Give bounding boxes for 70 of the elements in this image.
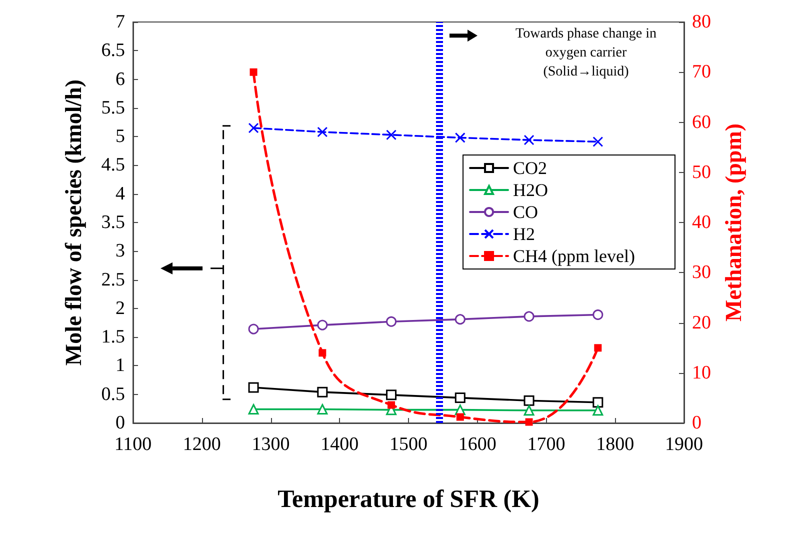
x-tick-label: 1700 — [527, 434, 566, 455]
x-tick-label: 1400 — [320, 434, 359, 455]
x-axis-title: Temperature of SFR (K) — [278, 486, 540, 513]
y-tick-label: 4.5 — [101, 154, 125, 176]
x-tick-label: 1900 — [665, 434, 703, 455]
x-tick-label: 1200 — [182, 434, 221, 455]
y2-tick-label: 40 — [692, 212, 711, 233]
y-tick-label: 3.5 — [101, 212, 125, 233]
point — [525, 418, 533, 426]
point — [454, 132, 466, 143]
annotation: Towards phase change in oxygen carrier (Solid→liquid) — [516, 26, 656, 80]
point — [317, 126, 328, 138]
y-tick-label: 0.5 — [101, 384, 125, 405]
x-tick-label: 1500 — [390, 434, 428, 455]
y-tick-label: 5.5 — [101, 97, 125, 118]
point — [524, 311, 534, 322]
point — [317, 386, 328, 398]
point — [248, 122, 259, 134]
y2-tick-label: 50 — [692, 162, 711, 183]
legend-label: CO — [513, 202, 538, 222]
x-tick-label: 1100 — [114, 434, 152, 455]
y-tick-label: 1 — [116, 355, 125, 376]
point — [454, 392, 466, 404]
point — [386, 390, 397, 400]
point — [250, 68, 258, 76]
x-tick-label: 1600 — [458, 434, 496, 455]
point — [592, 405, 604, 416]
y-tick-label: 6 — [116, 68, 125, 90]
legend-label: H2O — [513, 180, 548, 200]
y2-tick-label: 20 — [692, 312, 711, 334]
point — [248, 404, 259, 414]
point — [317, 320, 328, 330]
point — [386, 316, 397, 327]
y2-tick-label: 0 — [692, 412, 702, 434]
x-tick-label: 1800 — [596, 434, 634, 455]
y-tick-label: 0 — [116, 412, 125, 434]
point — [317, 404, 328, 414]
y-tick-label: 6.5 — [101, 40, 125, 62]
y2-tick-label: 80 — [692, 12, 711, 32]
point — [592, 309, 604, 320]
legend-label: CO2 — [513, 158, 548, 178]
y-axis-title: Mole flow of species (kmol/h) — [61, 79, 86, 366]
point — [592, 136, 604, 147]
y-tick-label: 2 — [116, 298, 125, 319]
point — [592, 397, 604, 408]
point — [248, 324, 259, 334]
y-tick-label: 3 — [116, 240, 125, 262]
y-tick-label: 4 — [116, 183, 126, 204]
point — [386, 130, 397, 140]
y2-tick-label: 30 — [692, 262, 711, 284]
y2-tick-label: 10 — [692, 362, 711, 384]
point — [248, 382, 259, 393]
y-tick-label: 1.5 — [101, 326, 125, 348]
y2-tick-label: 60 — [692, 112, 711, 133]
point — [524, 405, 534, 416]
point — [594, 344, 602, 352]
y-tick-label: 2.5 — [101, 269, 125, 290]
legend-label: H2 — [513, 224, 536, 244]
x-tick-label: 1300 — [252, 434, 290, 455]
y2-axis-title: Methanation, (ppm) — [721, 123, 746, 322]
y-tick-label: 7 — [116, 12, 125, 32]
point — [456, 413, 464, 421]
y2-tick-label: 70 — [692, 62, 711, 83]
point — [454, 314, 466, 325]
legend-label: CH4 (ppm level) — [513, 246, 636, 266]
y-tick-label: 5 — [116, 126, 125, 148]
point — [524, 395, 534, 406]
point — [388, 401, 396, 409]
point — [524, 134, 534, 146]
point — [318, 349, 326, 357]
